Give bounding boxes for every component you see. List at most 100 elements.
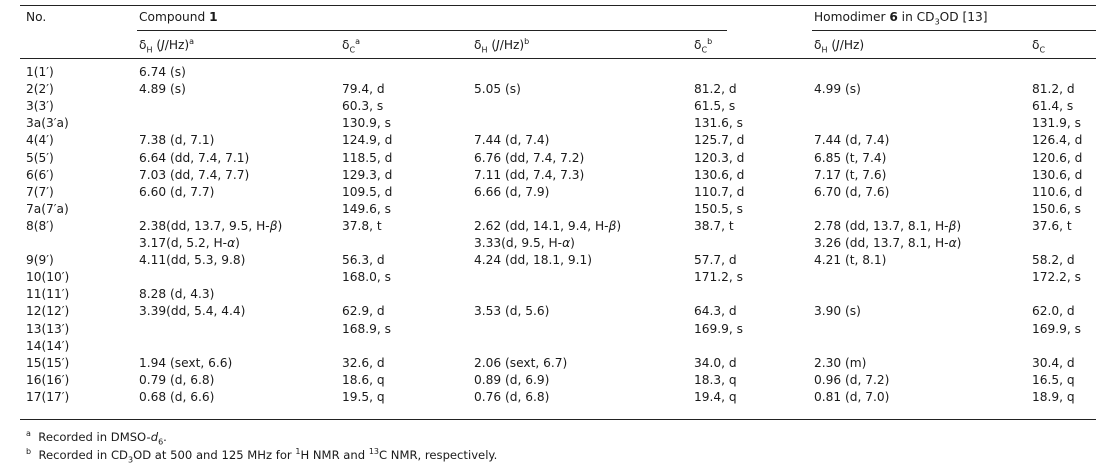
table-cell: 1.94 (sext, 6.6): [139, 355, 233, 370]
sub-header-2: δCa: [342, 36, 360, 54]
table-cell: 7.11 (dd, 7.4, 7.3): [474, 167, 585, 182]
sub-header-footnote-mark: a: [189, 36, 195, 46]
header-homodimer-sub: 3: [934, 17, 940, 27]
sub-header-subscript: H: [146, 45, 153, 55]
row-label: 9(9′): [26, 253, 54, 268]
table-cell: 149.6, s: [342, 201, 391, 216]
table-cell: 168.9, s: [342, 321, 391, 336]
footnote-b-text-3: H NMR and: [300, 448, 369, 462]
table-cell: 6.64 (dd, 7.4, 7.1): [139, 150, 250, 165]
header-compound-number: 1: [209, 10, 218, 24]
table-cell: 58.2, d: [1032, 253, 1075, 268]
table-cell: 6.66 (d, 7.9): [474, 184, 550, 199]
table-cell: 0.79 (d, 6.8): [139, 372, 215, 387]
table-cell: 62.0, d: [1032, 304, 1075, 319]
table-cell: 19.5, q: [342, 389, 385, 404]
table-cell: 125.7, d: [694, 133, 745, 148]
footnote-a-text: Recorded in DMSO-: [38, 430, 151, 444]
header-homodimer-prefix: Homodimer: [814, 10, 890, 24]
sub-header-6: δC: [1032, 37, 1046, 55]
table-cell: 7.44 (d, 7.4): [474, 133, 550, 148]
table-cell: 3.39(dd, 5.4, 4.4): [139, 304, 246, 319]
table-cell: 120.6, d: [1032, 150, 1083, 165]
table-cell: 110.7, d: [694, 184, 745, 199]
sub-header-symbol: δ: [694, 38, 702, 52]
table-cell: 2.62 (dd, 14.1, 9.4, H-β): [474, 218, 622, 233]
row-label: 3(3′): [26, 99, 54, 114]
sub-header-symbol: δ: [342, 38, 350, 52]
row-label: 13(13′): [26, 321, 70, 336]
table-cell: 64.3, d: [694, 304, 737, 319]
table-cell: 2.38(dd, 13.7, 9.5, H-β): [139, 218, 283, 233]
footnote-b-text-1: Recorded in CD: [38, 448, 128, 462]
table-cell: 0.81 (d, 7.0): [814, 389, 890, 404]
header-compound-prefix: Compound: [139, 10, 210, 24]
table-cell: 19.4, q: [694, 389, 737, 404]
table-cell: 7.17 (t, 7.6): [814, 167, 887, 182]
table-cell: 30.4, d: [1032, 355, 1075, 370]
footnote-b-text-2: OD at 500 and 125 MHz for: [133, 448, 296, 462]
table-cell: 32.6, d: [342, 355, 385, 370]
header-no: No.: [26, 10, 47, 24]
sub-header-4: δCb: [694, 36, 713, 54]
table-cell: 3.33(d, 9.5, H-α): [474, 236, 575, 250]
header-compound: Compound 1: [139, 9, 218, 25]
group-rule-compound: [137, 30, 727, 31]
table-cell: 4.11(dd, 5.3, 9.8): [139, 253, 246, 268]
footnote-b-sub-1: 3: [127, 455, 134, 465]
footnote-a-end: .: [163, 430, 167, 444]
table-cell: 118.5, d: [342, 150, 393, 165]
sub-header-footnote-mark: a: [355, 36, 360, 46]
table-cell: 131.6, s: [694, 116, 743, 131]
table-cell: 109.5, d: [342, 184, 393, 199]
table-cell: 37.6, t: [1032, 218, 1072, 233]
table-cell: 169.9, s: [694, 321, 743, 336]
row-label: 7(7′): [26, 184, 54, 199]
table-cell: 18.3, q: [694, 372, 737, 387]
sub-header-symbol: δ: [474, 38, 482, 52]
row-label: 14(14′): [26, 338, 70, 353]
table-cell: 6.85 (t, 7.4): [814, 150, 887, 165]
table-cell: 0.89 (d, 6.9): [474, 372, 550, 387]
table-cell: 6.74 (s): [139, 65, 186, 79]
table-cell: 150.5, s: [694, 201, 743, 216]
footnote-b-sup-1: 1: [295, 447, 301, 457]
row-label: 11(11′): [26, 287, 70, 302]
table-cell: 110.6, d: [1032, 184, 1083, 199]
row-label: 4(4′): [26, 133, 54, 148]
table-cell: 61.5, s: [694, 99, 736, 114]
table-cell: 168.0, s: [342, 270, 391, 285]
table-cell: 18.9, q: [1032, 389, 1075, 404]
sub-header-symbol: δ: [814, 38, 822, 52]
table-cell: 130.9, s: [342, 116, 391, 131]
table-cell: 4.24 (dd, 18.1, 9.1): [474, 253, 593, 268]
sub-header-unit: (J/Hz): [152, 38, 190, 52]
table-cell: 3.53 (d, 5.6): [474, 304, 550, 319]
footnote-b-text-4: C NMR, respectively.: [379, 448, 498, 462]
table-cell: 7.03 (dd, 7.4, 7.7): [139, 167, 250, 182]
table-cell: 6.70 (d, 7.6): [814, 184, 890, 199]
sub-header-1: δH (J/Hz)a: [139, 36, 195, 55]
sub-header-5: δH (J/Hz): [814, 37, 864, 54]
top-rule: [20, 5, 1096, 6]
sub-header-symbol: δ: [1032, 38, 1040, 52]
table-cell: 57.7, d: [694, 253, 737, 268]
sub-header-3: δH (J/Hz)b: [474, 37, 529, 54]
footnote-b: b Recorded in CD3OD at 500 and 125 MHz f…: [26, 447, 498, 465]
footnote-a-italic: d: [150, 430, 159, 444]
table-cell: 2.06 (sext, 6.7): [474, 355, 568, 370]
bottom-rule: [20, 419, 1096, 420]
sub-header-symbol: δ: [139, 38, 147, 52]
header-homodimer: Homodimer 6 in CD3OD [13]: [814, 9, 988, 27]
table-cell: 4.89 (s): [139, 82, 186, 97]
header-rule: [20, 58, 1096, 59]
row-label: 7a(7′a): [26, 201, 69, 216]
footnote-a-sub: 6: [158, 437, 164, 447]
table-cell: 129.3, d: [342, 167, 393, 182]
table-cell: 0.76 (d, 6.8): [474, 389, 550, 404]
sub-header-subscript: C: [1039, 45, 1046, 55]
table-cell: 60.3, s: [342, 99, 384, 114]
table-cell: 18.6, q: [342, 372, 385, 387]
table-cell: 3.26 (dd, 13.7, 8.1, H-α): [814, 236, 962, 250]
sub-header-footnote-mark: b: [707, 36, 713, 46]
